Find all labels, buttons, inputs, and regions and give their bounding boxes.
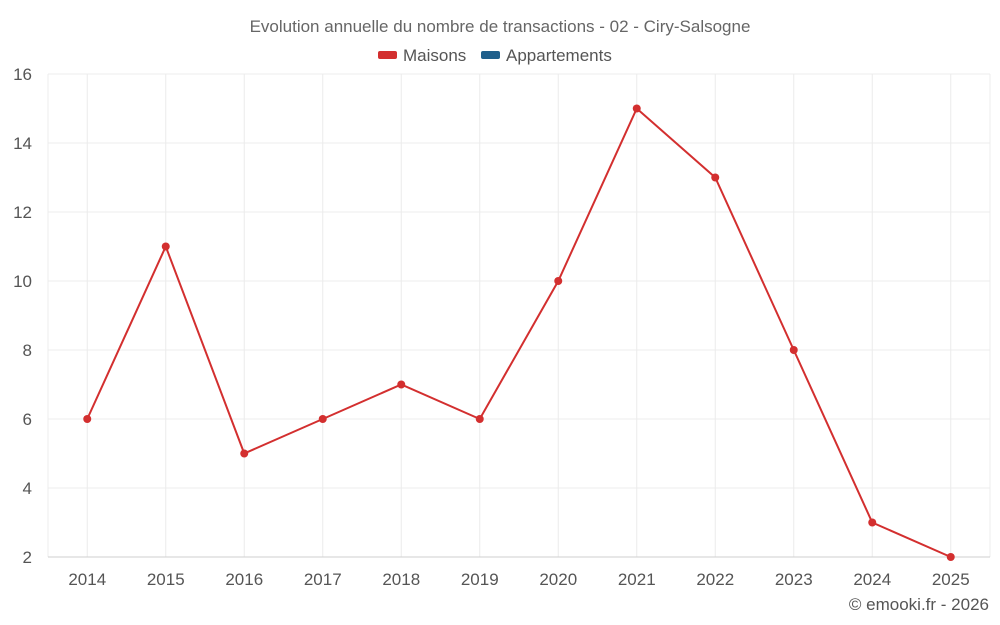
y-tick-label: 16 <box>13 65 32 84</box>
data-point[interactable] <box>83 415 92 423</box>
legend-item-appartements[interactable]: Appartements <box>481 46 612 65</box>
legend-swatch-appartements <box>481 51 500 59</box>
x-axis: 2014 2015 2016 2017 2018 2019 2020 2021 2022 2023… <box>68 570 969 589</box>
data-point[interactable] <box>161 242 170 251</box>
data-point[interactable] <box>554 277 563 285</box>
data-point[interactable] <box>240 449 249 458</box>
x-tick-label: 2016 <box>225 570 263 589</box>
legend-label-appartements: Appartements <box>506 46 612 65</box>
x-tick-label: 2025 <box>932 570 970 589</box>
series-line-maisons <box>86 106 952 558</box>
y-axis: 2 4 6 8 10 12 14 16 <box>13 65 32 567</box>
x-tick-label: 2019 <box>461 570 499 589</box>
x-tick-label: 2021 <box>618 570 656 589</box>
x-tick-label: 2023 <box>775 570 813 589</box>
y-tick-label: 14 <box>13 134 32 153</box>
x-tick-label: 2024 <box>853 570 891 589</box>
x-tick-label: 2018 <box>382 570 420 589</box>
legend-label-maisons: Maisons <box>403 46 466 65</box>
y-tick-label: 10 <box>13 272 32 291</box>
x-tick-label: 2022 <box>696 570 734 589</box>
y-tick-label: 8 <box>23 341 32 360</box>
chart-title: Evolution annuelle du nombre de transact… <box>250 17 751 36</box>
legend: Maisons Appartements <box>378 46 612 65</box>
x-tick-label: 2015 <box>147 570 185 589</box>
data-point[interactable] <box>789 346 798 354</box>
x-tick-label: 2020 <box>539 570 577 589</box>
data-point[interactable] <box>318 415 327 423</box>
x-tick-label: 2017 <box>304 570 342 589</box>
x-tick-label: 2014 <box>68 570 106 589</box>
data-point[interactable] <box>397 380 406 389</box>
credit-text: © emooki.fr - 2026 <box>849 595 989 614</box>
legend-swatch-maisons <box>378 51 397 59</box>
data-point[interactable] <box>475 415 484 423</box>
legend-item-maisons[interactable]: Maisons <box>378 46 466 65</box>
y-tick-label: 6 <box>23 410 32 429</box>
series-maisons <box>83 104 955 561</box>
y-tick-label: 4 <box>23 479 32 498</box>
y-tick-label: 2 <box>23 548 32 567</box>
y-tick-label: 12 <box>13 203 32 222</box>
data-point[interactable] <box>711 173 720 182</box>
data-point[interactable] <box>868 518 877 527</box>
data-point[interactable] <box>632 104 641 113</box>
grid <box>47 73 991 558</box>
data-point[interactable] <box>946 553 955 561</box>
